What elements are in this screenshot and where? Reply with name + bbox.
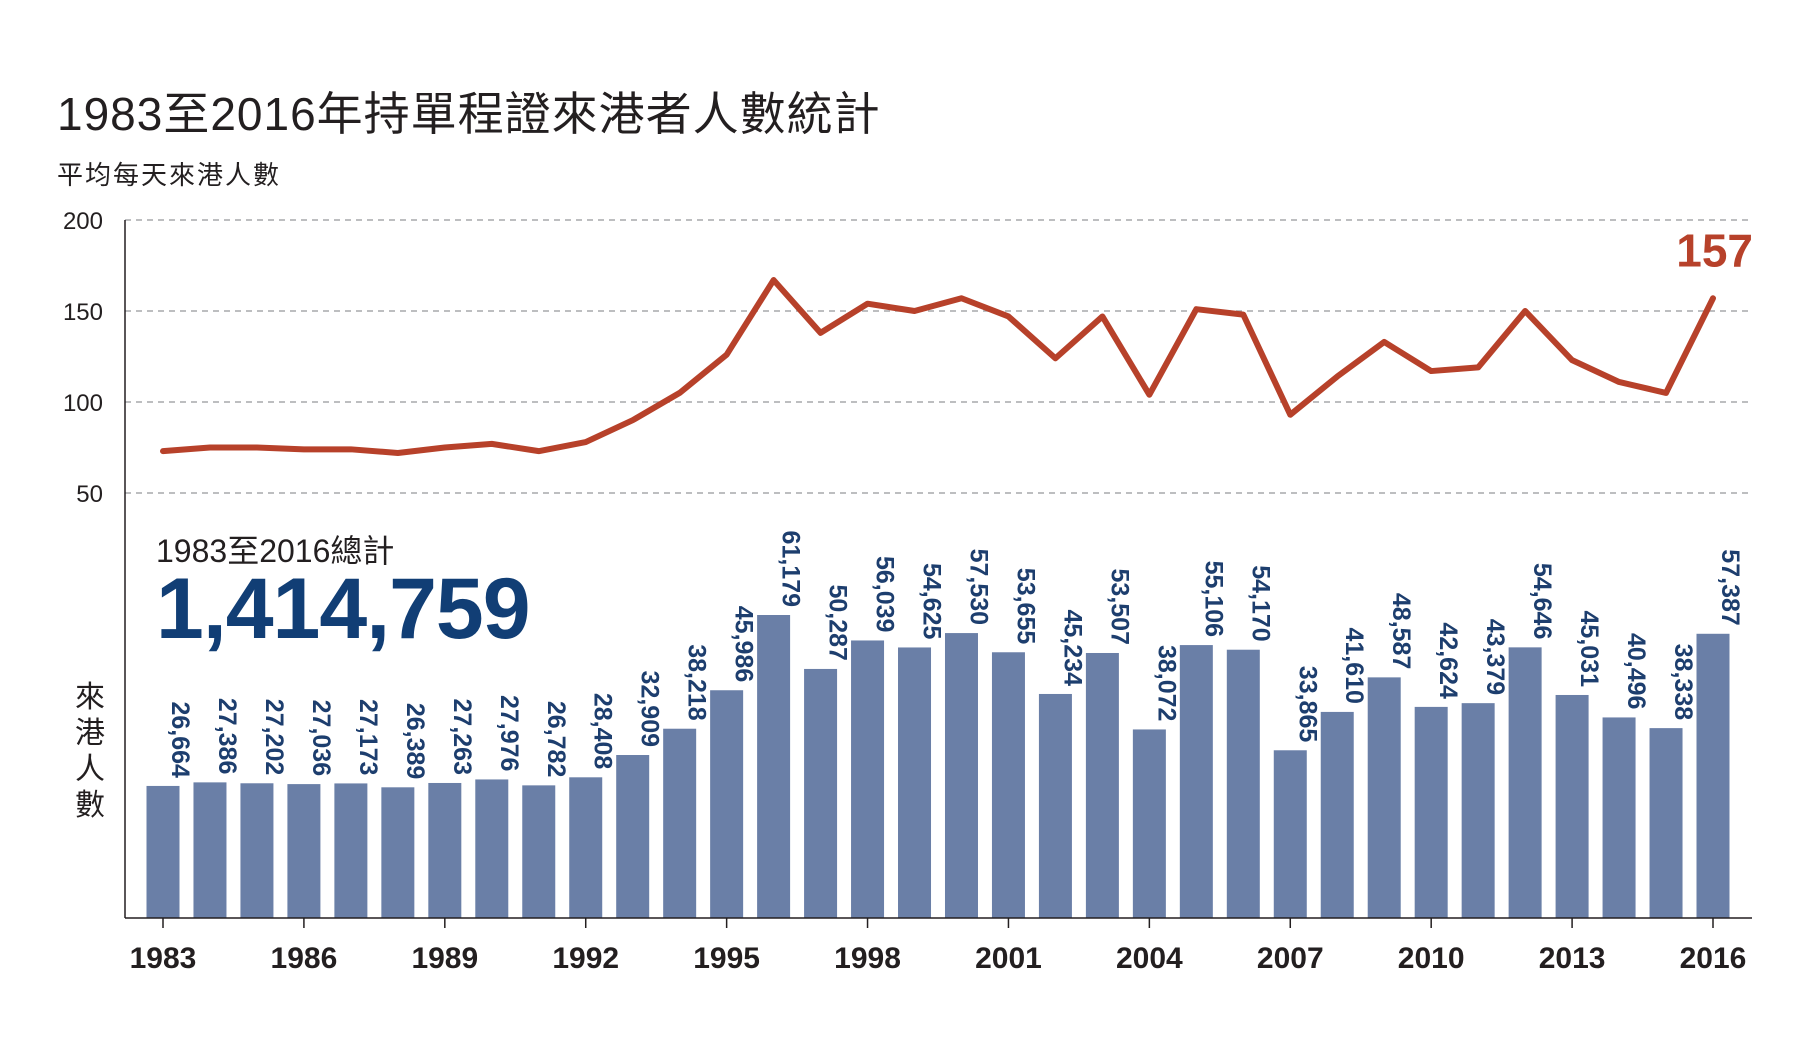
line-axis-label: 平均每天來港人數 [57,160,282,190]
bar-2010 [1414,706,1448,918]
x-tick-label-2007: 2007 [1257,942,1324,975]
bar-value-label-1988: 26,389 [401,703,429,779]
bar-value-label-1986: 27,036 [307,700,335,776]
bar-value-label-2012: 54,646 [1528,563,1556,639]
x-tick-label-2001: 2001 [975,942,1042,975]
bar-value-label-1983: 26,664 [166,701,194,778]
bar-1985 [240,783,274,918]
x-tick-label-2010: 2010 [1398,942,1465,975]
y-tick-label-100: 100 [63,390,103,417]
bar-value-label-1993: 32,909 [636,671,664,747]
x-tick-label-1992: 1992 [552,942,619,975]
bar-layer [146,615,1730,918]
bar-value-label-2002: 45,234 [1058,610,1086,687]
bar-2009 [1367,677,1401,918]
chart-title: 1983至2016年持單程證來港者人數統計 [57,88,881,140]
total-label: 1983至2016總計 [156,533,395,569]
bar-1986 [287,784,321,918]
bar-1993 [616,755,650,918]
y-tick-label-50: 50 [76,481,103,508]
bar-value-label-1987: 27,173 [354,699,382,775]
bar-value-label-1989: 27,263 [448,699,476,775]
x-tick-label-1989: 1989 [411,942,478,975]
bar-value-label-2004: 38,072 [1152,645,1180,721]
bar-2015 [1649,728,1683,918]
bar-value-label-1999: 54,625 [918,563,946,640]
x-tick-label-1995: 1995 [693,942,760,975]
bar-value-label-1991: 26,782 [542,701,570,777]
bar-1984 [193,782,227,918]
bar-2008 [1320,711,1354,918]
bar-value-label-1994: 38,218 [683,644,711,721]
total-value: 1,414,759 [156,561,531,657]
bar-value-label-1998: 56,039 [871,556,899,632]
bar-value-label-2006: 54,170 [1246,565,1274,641]
bar-1995 [710,690,744,918]
bar-2006 [1226,649,1260,918]
bar-1996 [757,615,791,918]
axis-layer: 200 150 100 50 1983 1986 1989 1992 1995 1998 2001 2… [63,208,1752,975]
x-tick-label-2004: 2004 [1116,942,1183,975]
x-tick-label-1983: 1983 [130,942,197,975]
bar-value-label-2015: 38,338 [1669,644,1697,721]
bar-1988 [381,787,415,918]
bar-1994 [663,728,697,918]
bar-2003 [1085,652,1119,918]
bar-value-label-1996: 61,179 [777,531,805,607]
bar-2011 [1461,703,1495,918]
bar-1998 [851,640,885,918]
label-layer: 26,664 27,386 27,202 27,036 27,173 26,389 27,2… [166,224,1753,779]
grid-layer [125,219,1752,494]
bar-value-label-2005: 55,106 [1199,561,1227,637]
bar-2012 [1508,647,1542,918]
bar-value-label-1990: 27,976 [495,695,523,771]
bar-value-label-2009: 48,587 [1387,593,1415,669]
bar-value-label-2008: 41,610 [1340,627,1368,703]
bar-value-label-1992: 28,408 [589,693,617,770]
bar-2016 [1696,633,1730,918]
y-tick-label-150: 150 [63,299,103,326]
bar-1992 [569,777,603,918]
bar-1989 [428,782,462,918]
bar-axis-label: 來港人數 [75,681,105,822]
bar-value-label-2014: 40,496 [1622,633,1650,709]
bar-value-label-2001: 53,655 [1011,568,1039,645]
bar-value-label-2007: 33,865 [1293,666,1321,743]
bar-value-label-1985: 27,202 [260,699,288,775]
bar-value-label-2016: 57,387 [1716,549,1744,625]
bar-value-label-1984: 27,386 [213,698,241,774]
bar-value-label-2000: 57,530 [964,549,992,625]
bar-value-label-2010: 42,624 [1434,622,1462,699]
bar-2004 [1132,729,1166,918]
bar-1987 [334,783,368,918]
x-tick-label-1986: 1986 [271,942,338,975]
bar-1990 [475,779,509,918]
bar-value-label-2013: 45,031 [1575,611,1603,688]
bar-value-label-2003: 53,507 [1105,569,1133,645]
x-tick-label-2013: 2013 [1539,942,1606,975]
bar-2014 [1602,717,1636,918]
bar-2013 [1555,694,1589,918]
bar-value-label-2011: 43,379 [1481,619,1509,695]
bar-1991 [522,785,556,918]
bar-1997 [804,668,838,918]
line-series-daily-average [160,277,1716,456]
bar-1983 [146,785,180,918]
line-layer [160,277,1716,456]
bar-2000 [944,633,978,918]
bar-1999 [898,647,932,918]
bar-2001 [991,652,1025,918]
bar-value-label-1997: 50,287 [824,584,852,660]
bar-value-label-1995: 45,986 [730,606,758,682]
bar-2002 [1038,693,1072,918]
bar-2007 [1273,750,1307,918]
bar-2005 [1179,645,1213,918]
line-end-value-label: 157 [1676,224,1753,276]
x-tick-label-1998: 1998 [834,942,901,975]
x-tick-label-2016: 2016 [1680,942,1747,975]
y-tick-label-200: 200 [63,208,103,235]
